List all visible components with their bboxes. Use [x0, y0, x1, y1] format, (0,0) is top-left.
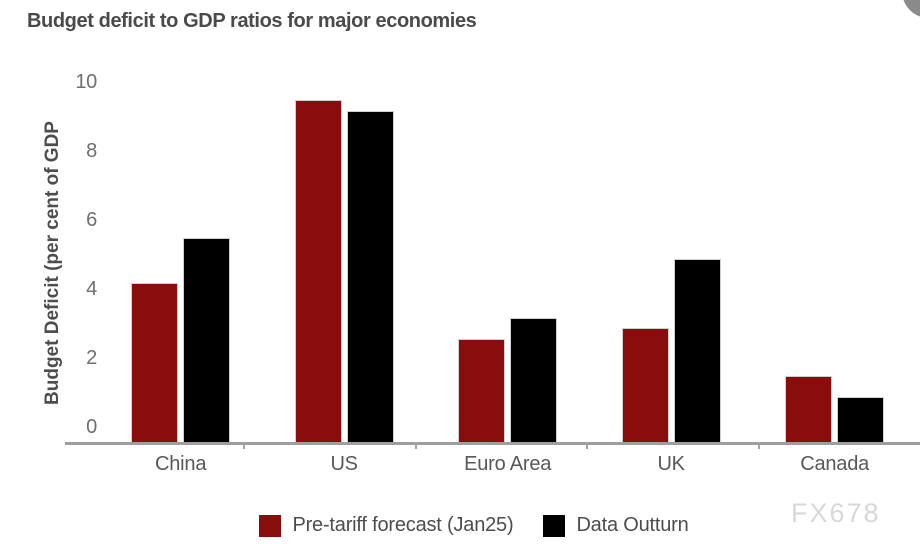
x-label-uk: UK — [657, 453, 685, 475]
legend-label-1: Data Outturn — [576, 514, 689, 536]
y-tick-label: 0 — [86, 416, 97, 438]
y-tick-label: 10 — [75, 71, 97, 93]
y-tick-label: 2 — [86, 347, 97, 369]
bar-euro-area-series-1 — [510, 317, 558, 442]
x-axis-tick — [414, 442, 417, 449]
bar-canada-series-1 — [837, 397, 885, 442]
bar-us-series-0 — [294, 100, 342, 442]
x-axis-tick — [586, 442, 588, 449]
bar-uk-series-0 — [621, 328, 669, 442]
x-label-euro-area: Euro Area — [464, 453, 552, 475]
x-axis-tick — [757, 442, 760, 449]
legend-label-0: Pre-tariff forecast (Jan25) — [292, 514, 514, 536]
x-axis-line — [65, 442, 920, 445]
legend-item-1: Data Outturn — [543, 514, 689, 537]
bar-euro-area-series-0 — [458, 338, 505, 442]
legend-item-0: Pre-tariff forecast (Jan25) — [259, 514, 514, 537]
legend-swatch-1 — [543, 514, 566, 537]
legend: Pre-tariff forecast (Jan25) Data Outturn — [0, 514, 920, 537]
x-axis-tick — [243, 442, 245, 449]
watermark: FX678 — [791, 498, 881, 528]
bar-canada-series-0 — [785, 376, 832, 442]
bar-us-series-1 — [346, 110, 394, 442]
x-label-china: China — [155, 453, 207, 475]
bar-china-series-0 — [131, 283, 178, 442]
y-tick-label: 6 — [86, 209, 97, 231]
chart-title: Budget deficit to GDP ratios for major e… — [27, 10, 477, 32]
y-tick-label: 8 — [86, 140, 97, 162]
x-label-canada: Canada — [800, 453, 870, 475]
bar-china-series-1 — [183, 238, 231, 442]
y-tick-label: 4 — [86, 278, 97, 300]
bar-uk-series-1 — [673, 259, 721, 442]
legend-swatch-0 — [259, 514, 282, 537]
plot-area: Budget Deficit (per cent of GDP 10 8 6 4 2 0 … — [42, 71, 920, 475]
x-label-us: US — [330, 453, 358, 475]
